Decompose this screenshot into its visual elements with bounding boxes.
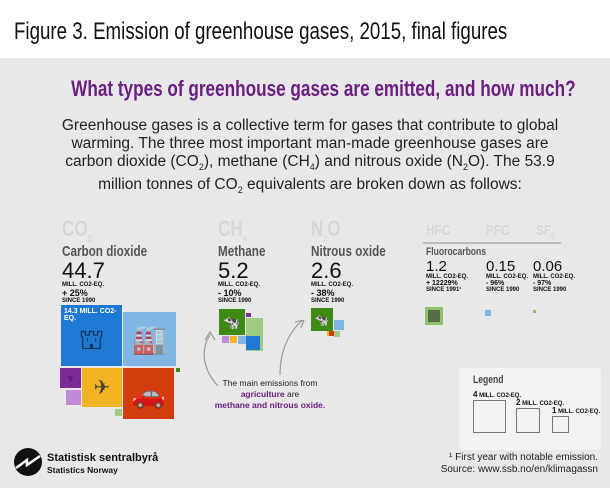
- gas-hfc: 1.2 MILL. CO2-EQ. + 12229% SINCE 1991¹: [426, 258, 468, 293]
- logo-zigzag-icon: [15, 454, 41, 470]
- formula-pfc: PFC: [486, 222, 510, 239]
- gas-pfc: 0.15 MILL. CO2-EQ. - 96% SINCE 1990: [486, 258, 528, 293]
- plane-ship-icon: ✈: [93, 377, 111, 399]
- block-n2o-small: [329, 331, 334, 336]
- block-pfc: [485, 310, 491, 316]
- legend-label-4: 4 MILL. CO2-EQ.: [473, 390, 522, 399]
- agriculture-arrows: [203, 320, 305, 387]
- block-ch4-small: [222, 336, 229, 343]
- gas-co2: CO2 Carbon dioxide 44.7 MILL. CO2-EQ. + …: [62, 216, 148, 305]
- legend-title: Legend: [473, 374, 504, 386]
- block-n2o-small: [334, 331, 340, 337]
- oil-platform-icon: ⛫: [78, 323, 105, 355]
- subtitle: What types of greenhouse gases are emitt…: [71, 76, 576, 101]
- gas-n2o: N2O Nitrous oxide 2.6 MILL. CO2-EQ. - 38…: [311, 216, 386, 305]
- block-ch4-small: [238, 336, 246, 344]
- legend: Legend 4 MILL. CO2-EQ. 2 MILL. CO2-EQ. 1…: [459, 368, 601, 450]
- gas-sf6: 0.06 MILL. CO2-EQ. - 97% SINCE 1990: [533, 258, 575, 293]
- factory-icon: 🏭: [132, 323, 167, 355]
- block-n2o-industry: [334, 320, 344, 330]
- formula-hfc: HFC: [426, 222, 451, 239]
- arrow-to-methane: [203, 334, 219, 387]
- block-ch4-small: [246, 313, 251, 317]
- figure-title: Figure 3. Emission of greenhouse gases, …: [14, 18, 508, 45]
- ssb-name: Statistisk sentralbyrå Statistics Norway: [47, 452, 159, 475]
- legend-square-2: [516, 408, 540, 433]
- gas-ch4: CH4 Methane 5.2 MILL. CO2-EQ. - 10% SINC…: [218, 216, 266, 305]
- footnote: ¹ First year with notable emission. Sour…: [440, 452, 598, 475]
- legend-square-1: [552, 416, 569, 433]
- block-road-traffic: 🚗: [123, 368, 174, 419]
- fluoro-divider: [423, 242, 561, 244]
- block-industry: 🏭: [123, 312, 176, 366]
- arrow-to-nitrous: [279, 320, 304, 376]
- block-ch4-oil: [246, 336, 260, 350]
- block-agri-co2: [176, 368, 180, 372]
- formula-sf6: SF6: [536, 222, 555, 241]
- block-aviation-shipping: ✈: [82, 368, 122, 407]
- block-n2o-agriculture: 🐄: [311, 308, 333, 331]
- block-sf6: [533, 310, 536, 313]
- fluoro-label: Fluorocarbons: [426, 246, 487, 258]
- cow-icon: 🐄: [314, 312, 330, 327]
- ssb-logo: [14, 448, 42, 476]
- block-oil-gas: 14.3 MILL. CO2-EQ. ⛫: [61, 305, 122, 366]
- block-small: [115, 409, 122, 416]
- cars-icon: 🚗: [131, 378, 166, 409]
- legend-label-1: 1 MILL. CO2-EQ.: [552, 406, 601, 415]
- arrowhead: [294, 320, 305, 329]
- fridge-icon: [428, 310, 440, 322]
- block-other: [66, 390, 81, 405]
- block-ch4-small: [230, 336, 237, 343]
- block-energy: ♆: [60, 368, 81, 388]
- block-hfc: [425, 307, 443, 325]
- power-pylon-icon: ♆: [66, 371, 75, 385]
- header-bar: [0, 0, 610, 58]
- legend-label-2: 2 MILL. CO2-EQ.: [516, 398, 565, 407]
- cow-icon: 🐄: [223, 313, 241, 330]
- intro-text: Greenhouse gases is a collective term fo…: [61, 117, 559, 196]
- arrowhead: [204, 330, 216, 341]
- source-text: Source: www.ssb.no/en/klimagassn: [440, 464, 598, 475]
- legend-square-4: [473, 400, 506, 433]
- block-ch4-agriculture: 🐄: [219, 309, 245, 335]
- agriculture-note: The main emissions from agriculture are …: [214, 378, 326, 410]
- block-label: 14.3 MILL. CO2-EQ.: [64, 308, 117, 322]
